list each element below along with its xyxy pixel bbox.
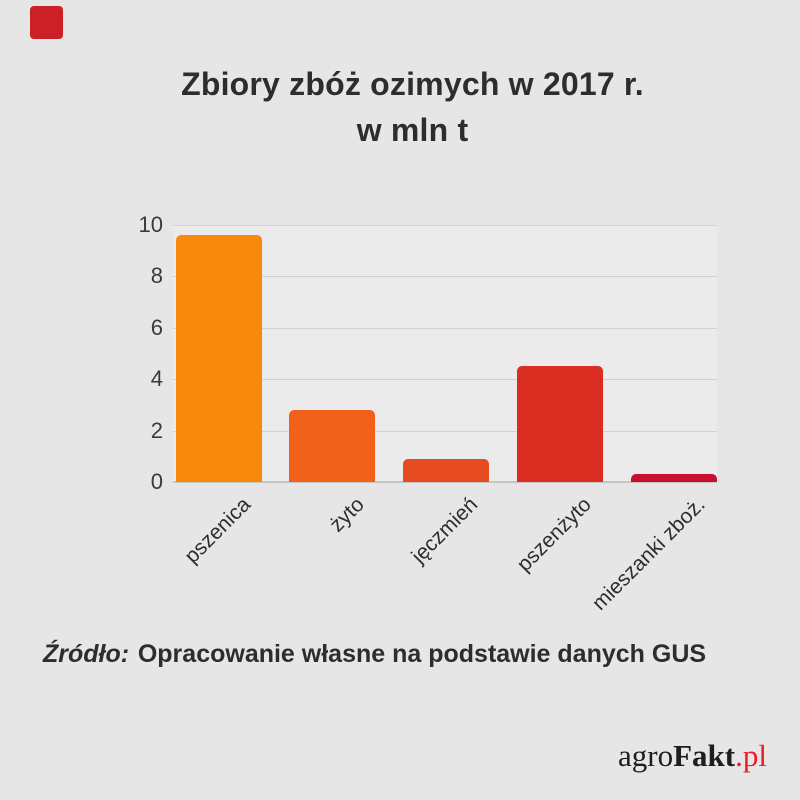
logo-fakt: Fakt xyxy=(673,738,736,773)
gridline-8 xyxy=(173,276,717,278)
bar-pszenzyto xyxy=(516,366,603,482)
bar-jeczmien xyxy=(403,458,490,482)
bar-mieszanki-zboz xyxy=(630,474,717,482)
y-tick-label-4: 4 xyxy=(150,366,163,392)
x-label-jeczmien: jęczmień xyxy=(407,493,483,568)
title-line-1: Zbiory zbóż ozimych w 2017 r. xyxy=(181,66,644,102)
y-tick-label-0: 0 xyxy=(150,469,163,494)
logo-pl: .pl xyxy=(735,738,767,773)
source-note: Źródło: Opracowanie własne na podstawie d… xyxy=(43,640,706,669)
source-label: Źródło: xyxy=(43,640,130,668)
x-label-pszenica: pszenica xyxy=(180,493,255,568)
chart-title: Zbiory zbóż ozimych w 2017 r. w mln t xyxy=(30,61,795,153)
bar-pszenica xyxy=(175,235,262,482)
brand-square xyxy=(30,6,63,39)
gridline-4 xyxy=(173,379,717,381)
bar-zyto xyxy=(289,410,376,482)
y-tick-label-2: 2 xyxy=(150,417,163,443)
agrofakt-logo: agroFakt.pl xyxy=(618,738,767,774)
x-label-pszenzyto: pszenżyto xyxy=(512,493,597,577)
y-tick-label-8: 8 xyxy=(150,263,163,289)
x-axis-line xyxy=(173,481,717,483)
gridline-6 xyxy=(173,327,717,329)
gridline-2 xyxy=(173,430,717,432)
title-line-2: w mln t xyxy=(356,112,469,148)
y-tick-label-6: 6 xyxy=(150,314,163,340)
gridline-10 xyxy=(173,225,717,226)
plot-area xyxy=(173,225,717,482)
y-tick-label-10: 10 xyxy=(138,212,163,237)
logo-agro: agro xyxy=(618,738,674,773)
x-label-zyto: żyto xyxy=(325,493,369,537)
source-text: Opracowanie własne na podstawie danych G… xyxy=(137,640,707,668)
x-label-mieszanki-zboz: mieszanki zboż. xyxy=(587,493,710,615)
